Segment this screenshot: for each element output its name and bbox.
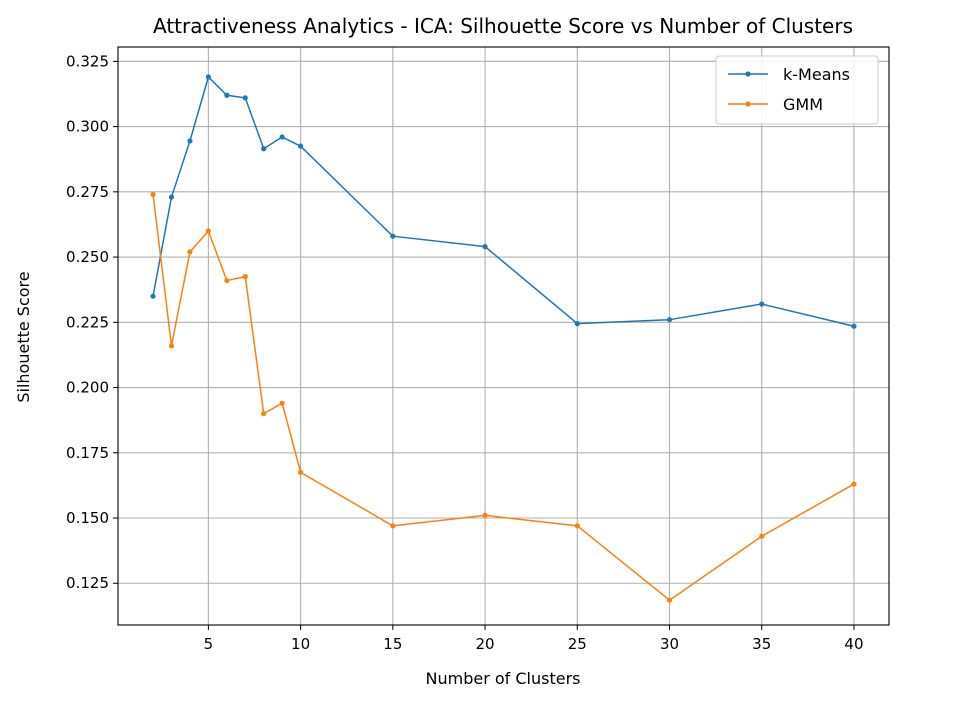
- data-point-gmm: [187, 249, 193, 255]
- y-tick-label: 0.125: [66, 574, 109, 592]
- data-point-gmm: [224, 277, 230, 284]
- data-point-k-means: [574, 321, 580, 327]
- x-axis-label: Number of Clusters: [426, 669, 581, 688]
- data-point-gmm: [242, 274, 248, 280]
- data-point-gmm: [261, 411, 267, 417]
- data-point-gmm: [390, 523, 396, 529]
- data-point-k-means: [851, 323, 857, 329]
- data-point-gmm: [666, 597, 673, 603]
- data-point-k-means: [261, 146, 267, 152]
- x-tick-label: 20: [476, 635, 495, 653]
- legend-marker-gmm: [745, 101, 751, 107]
- x-axis-ticks: 5 10 15 20 25 30 35 40: [204, 625, 864, 653]
- data-point-gmm: [482, 512, 488, 519]
- y-tick-label: 0.225: [66, 313, 109, 331]
- y-tick-label: 0.275: [66, 183, 109, 201]
- x-tick-label: 30: [660, 635, 679, 653]
- data-point-k-means: [279, 134, 285, 140]
- data-point-k-means: [150, 293, 156, 299]
- chart-title: Attractiveness Analytics - ICA: Silhouet…: [153, 14, 853, 38]
- data-point-k-means: [298, 143, 304, 149]
- y-tick-label: 0.175: [66, 444, 109, 462]
- grid: [118, 47, 889, 625]
- data-point-gmm: [205, 228, 211, 234]
- data-point-gmm: [574, 523, 580, 529]
- data-point-k-means: [482, 244, 488, 250]
- plot-area-frame: [117, 46, 890, 626]
- y-axis-ticks: 0.125 0.150 0.175 0.200 0.225 0.250 0.275 0.300…: [66, 52, 118, 592]
- legend-box: [715, 55, 879, 125]
- x-tick-label: 5: [204, 635, 214, 653]
- legend-label-k-means: k-Means: [783, 65, 850, 84]
- y-tick-label: 0.150: [66, 509, 109, 527]
- data-point-k-means: [759, 301, 765, 307]
- y-tick-label: 0.300: [66, 118, 109, 136]
- x-tick-label: 35: [752, 635, 771, 653]
- data-point-k-means: [666, 317, 673, 323]
- x-tick-label: 40: [844, 635, 863, 653]
- data-point-k-means: [224, 92, 230, 98]
- data-point-k-means: [168, 194, 175, 200]
- series-layer: [150, 74, 857, 603]
- legend-marker-k-means: [745, 71, 751, 77]
- data-point-gmm: [851, 481, 857, 487]
- x-tick-label: 25: [568, 635, 587, 653]
- legend: k-Means GMM: [715, 55, 879, 125]
- legend-label-gmm: GMM: [783, 95, 823, 114]
- y-tick-label: 0.200: [66, 379, 109, 397]
- x-tick-label: 15: [383, 635, 402, 653]
- data-point-gmm: [298, 469, 304, 475]
- x-tick-label: 10: [291, 635, 310, 653]
- data-point-k-means: [390, 233, 396, 239]
- data-point-k-means: [205, 74, 211, 80]
- data-point-gmm: [150, 191, 156, 198]
- data-point-gmm: [759, 533, 765, 539]
- data-point-gmm: [279, 400, 285, 406]
- y-tick-label: 0.325: [66, 52, 109, 70]
- series-line-gmm: [152, 194, 855, 601]
- y-tick-label: 0.250: [66, 248, 109, 266]
- y-axis-label: Silhouette Score: [14, 271, 33, 402]
- data-point-gmm: [168, 343, 175, 349]
- data-point-k-means: [187, 138, 193, 144]
- data-point-k-means: [242, 95, 248, 101]
